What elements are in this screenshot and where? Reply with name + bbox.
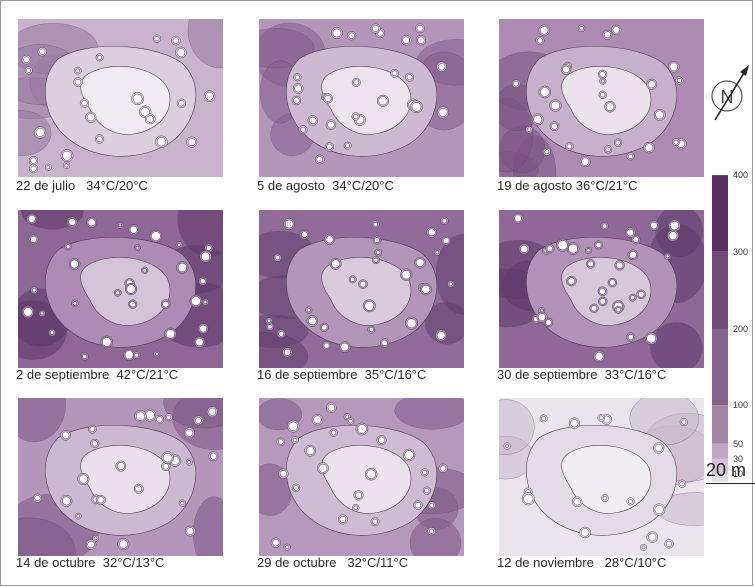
legend-segment xyxy=(712,459,728,475)
legend-tick-label: 10 xyxy=(733,469,744,480)
panel-caption-3: 19 de agosto 36°C/21°C xyxy=(497,178,638,193)
panel-caption-2: 5 de agosto 34°C/20°C xyxy=(257,178,394,193)
map-panel-8 xyxy=(259,398,464,556)
map-panel-4 xyxy=(18,210,223,368)
legend-tick-label: 200 xyxy=(733,323,749,334)
panel-caption-1: 22 de julio 34°C/20°C xyxy=(16,178,148,193)
panel-caption-5: 16 de septiembre 35°C/16°C xyxy=(257,367,427,382)
legend-tick-label: 300 xyxy=(733,246,749,257)
panel-caption-7: 14 de octubre 32°C/13°C xyxy=(16,555,165,570)
color-legend xyxy=(712,155,728,485)
panel-caption-4: 2 de septiembre 42°C/21°C xyxy=(16,367,179,382)
north-label: N xyxy=(721,87,734,107)
map-panel-7 xyxy=(18,398,223,556)
legend-segment xyxy=(712,474,728,482)
legend-segment xyxy=(712,443,728,459)
scale-bar-label: 20 m xyxy=(706,460,747,480)
map-panel-6 xyxy=(499,210,704,368)
legend-tick-label: 100 xyxy=(733,400,749,411)
panel-caption-9: 12 de noviembre 28°C/10°C xyxy=(497,555,667,570)
map-panel-9 xyxy=(499,398,704,556)
panel-caption-6: 30 de septiembre 33°C/16°C xyxy=(497,367,667,382)
legend-segment xyxy=(712,251,728,329)
legend-segment xyxy=(712,405,728,444)
map-panel-1 xyxy=(18,19,223,177)
scale-bar-line xyxy=(706,483,755,484)
map-panel-5 xyxy=(259,210,464,368)
panel-caption-8: 29 de octubre 32°C/11°C xyxy=(257,555,409,570)
legend-bar xyxy=(712,175,728,482)
legend-tick-label: 400 xyxy=(733,170,749,181)
map-panel-3 xyxy=(499,19,704,177)
north-arrow-icon: N xyxy=(709,64,753,126)
legend-tick-label: 30 xyxy=(733,454,744,464)
legend-segment xyxy=(712,175,728,252)
map-panel-2 xyxy=(259,19,464,177)
legend-segment xyxy=(712,328,728,406)
legend-tick-label: 50 xyxy=(733,438,744,449)
